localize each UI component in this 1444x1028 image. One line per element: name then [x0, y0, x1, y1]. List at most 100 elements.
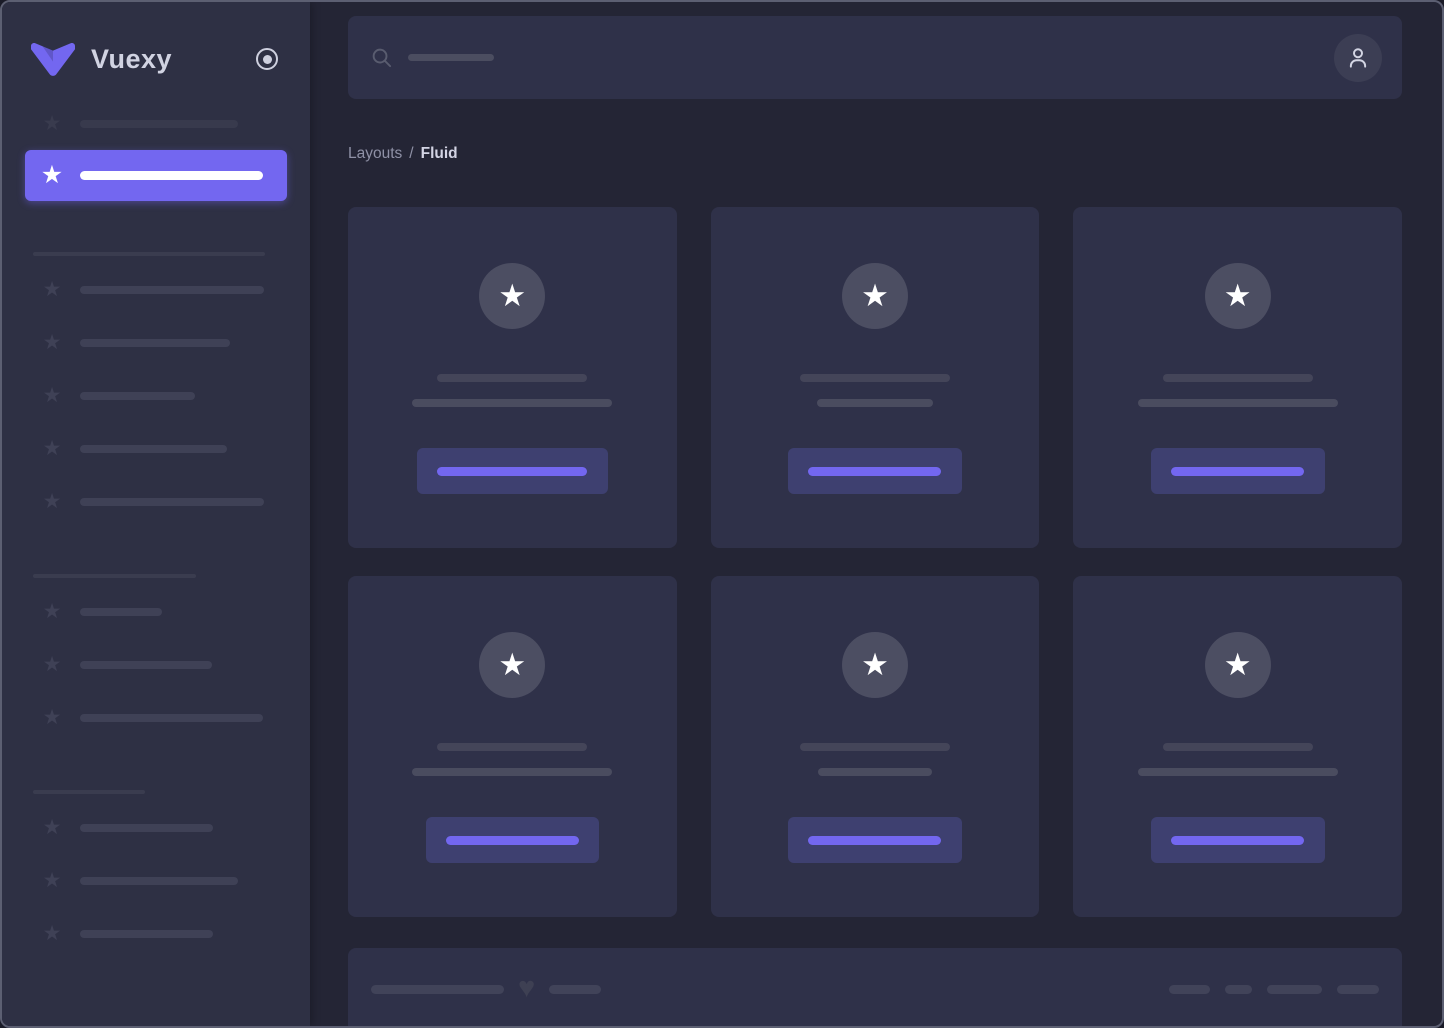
- footer-link-skeleton: [1337, 984, 1379, 994]
- footer-link-skeleton: [1225, 984, 1252, 994]
- heart-icon: ♥: [518, 971, 536, 1004]
- footer-bar: ♥: [348, 948, 1402, 1026]
- card-title-skeleton: [1162, 743, 1313, 751]
- button-label-skeleton: [445, 835, 579, 845]
- sidebar-item-label-skeleton: [80, 876, 238, 885]
- sidebar-item[interactable]: ★: [2, 316, 310, 369]
- card-subtitle-skeleton: [1137, 768, 1338, 776]
- star-icon: ★: [42, 922, 62, 945]
- star-icon: ★: [498, 277, 527, 313]
- sidebar-item-label-skeleton: [80, 929, 213, 938]
- sidebar: Vuexy ★ ★ ★ ★ ★ ★ ★ ★ ★ ★ ★ ★ ★: [2, 2, 310, 1026]
- sidebar-item[interactable]: ★: [2, 638, 310, 691]
- card-subtitle-skeleton: [412, 768, 613, 776]
- user-avatar-button[interactable]: [1334, 33, 1382, 82]
- vuexy-logo-icon: [30, 42, 76, 76]
- card-avatar: ★: [841, 632, 908, 698]
- search-input[interactable]: [370, 46, 1334, 69]
- footer-links: [1169, 984, 1379, 994]
- menu-pin-toggle-icon[interactable]: [256, 48, 278, 70]
- brand-name: Vuexy: [91, 43, 173, 74]
- star-icon: ★: [42, 278, 62, 301]
- sidebar-item[interactable]: ★: [2, 263, 310, 316]
- section-header-skeleton: [33, 790, 145, 794]
- sidebar-item-label-skeleton: [80, 660, 212, 669]
- star-icon: ★: [42, 706, 62, 729]
- sidebar-section: ★ ★ ★: [2, 574, 310, 744]
- skeleton-card: ★: [348, 207, 677, 548]
- sidebar-item-label-skeleton: [80, 607, 162, 616]
- section-header-skeleton: [33, 574, 196, 578]
- search-icon: [370, 46, 393, 69]
- card-action-button[interactable]: [416, 448, 608, 494]
- brand-row: Vuexy: [30, 32, 280, 86]
- sidebar-item[interactable]: ★: [2, 475, 310, 528]
- card-subtitle-skeleton: [412, 399, 613, 407]
- card-action-button[interactable]: [425, 817, 599, 863]
- sidebar-section: ★ ★ ★: [2, 790, 310, 960]
- star-icon: ★: [42, 816, 62, 839]
- card-action-button[interactable]: [1150, 448, 1325, 494]
- sidebar-item-label-skeleton: [80, 391, 195, 400]
- footer-content: ♥: [348, 948, 1402, 1026]
- sidebar-item-label-skeleton: [80, 713, 263, 722]
- card-avatar: ★: [479, 263, 546, 329]
- sidebar-item[interactable]: ★: [2, 585, 310, 638]
- footer-text-skeleton: [371, 984, 504, 994]
- star-icon: ★: [1223, 646, 1252, 682]
- card-title-skeleton: [799, 374, 950, 382]
- sidebar-item-label-skeleton: [80, 338, 230, 347]
- sidebar-item[interactable]: ★: [2, 97, 310, 150]
- sidebar-item[interactable]: ★: [2, 854, 310, 907]
- card-avatar: ★: [1204, 632, 1271, 698]
- star-icon: ★: [42, 437, 62, 460]
- person-icon: [1349, 47, 1367, 68]
- star-icon: ★: [42, 112, 62, 135]
- sidebar-item[interactable]: ★: [2, 907, 310, 960]
- cards-grid: ★ ★ ★ ★ ★ ★: [348, 207, 1402, 917]
- sidebar-item-label-skeleton: [80, 444, 227, 453]
- sidebar-item[interactable]: ★: [2, 369, 310, 422]
- star-icon: ★: [42, 490, 62, 513]
- card-action-button[interactable]: [787, 448, 962, 494]
- sidebar-item-label-skeleton: [80, 823, 213, 832]
- breadcrumb-parent[interactable]: Layouts: [348, 145, 403, 162]
- sidebar-item-label-skeleton: [80, 171, 263, 180]
- search-placeholder-skeleton: [408, 54, 494, 61]
- card-subtitle-skeleton: [817, 768, 932, 776]
- card-action-button[interactable]: [1150, 817, 1325, 863]
- sidebar-nav: ★ ★ ★ ★ ★ ★ ★ ★ ★ ★ ★ ★ ★: [2, 97, 310, 960]
- star-icon: ★: [42, 384, 62, 407]
- main-content: Layouts / Fluid ★ ★ ★ ★ ★ ★ ♥: [310, 2, 1442, 1026]
- button-label-skeleton: [1171, 835, 1305, 845]
- skeleton-card: ★: [1073, 207, 1402, 548]
- sidebar-item-label-skeleton: [80, 285, 264, 294]
- skeleton-card: ★: [348, 576, 677, 917]
- star-icon: ★: [42, 331, 62, 354]
- star-icon: ★: [498, 646, 527, 682]
- star-icon: ★: [40, 161, 64, 189]
- sidebar-item[interactable]: ★: [2, 691, 310, 744]
- star-icon: ★: [861, 277, 889, 313]
- card-subtitle-skeleton: [816, 399, 933, 407]
- sidebar-item-active[interactable]: ★: [25, 150, 287, 201]
- card-title-skeleton: [437, 743, 588, 751]
- footer-link-skeleton: [1169, 984, 1210, 994]
- skeleton-card: ★: [710, 576, 1040, 917]
- card-subtitle-skeleton: [1137, 399, 1338, 407]
- breadcrumb: Layouts / Fluid: [348, 145, 1402, 162]
- breadcrumb-current: Fluid: [420, 145, 458, 162]
- sidebar-item[interactable]: ★: [2, 422, 310, 475]
- sidebar-item[interactable]: ★: [2, 801, 310, 854]
- button-label-skeleton: [1171, 466, 1305, 476]
- star-icon: ★: [1223, 277, 1252, 313]
- breadcrumb-separator: /: [409, 145, 414, 162]
- button-label-skeleton: [808, 835, 942, 845]
- card-action-button[interactable]: [787, 817, 962, 863]
- button-label-skeleton: [437, 466, 588, 476]
- card-avatar: ★: [1204, 263, 1271, 329]
- card-title-skeleton: [1162, 374, 1313, 382]
- star-icon: ★: [42, 653, 62, 676]
- card-avatar: ★: [841, 263, 908, 329]
